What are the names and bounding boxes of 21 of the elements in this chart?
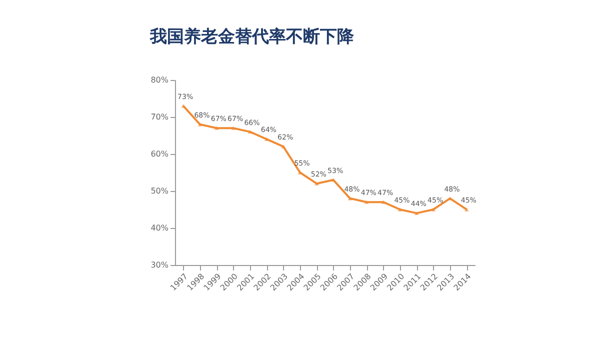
point xyxy=(198,122,202,126)
point xyxy=(381,200,386,204)
point xyxy=(348,196,352,200)
point xyxy=(248,130,252,134)
chart-title: 我国养老金替代率不断下降 xyxy=(149,27,356,47)
y-tick-label: 80% xyxy=(150,76,169,84)
point xyxy=(314,182,319,186)
point xyxy=(431,208,436,212)
point xyxy=(364,200,369,204)
point xyxy=(231,126,236,130)
point xyxy=(281,144,286,148)
y-tick-label: 50% xyxy=(150,186,169,196)
y-tick-label: 60% xyxy=(150,150,169,158)
point xyxy=(464,208,469,212)
y-tick-label: 40% xyxy=(150,224,169,232)
point xyxy=(414,211,419,216)
y-tick-label: 70% xyxy=(150,112,169,122)
point xyxy=(398,208,402,212)
y-tick-label: 30% xyxy=(150,260,169,270)
point xyxy=(264,137,269,142)
point xyxy=(214,126,219,130)
